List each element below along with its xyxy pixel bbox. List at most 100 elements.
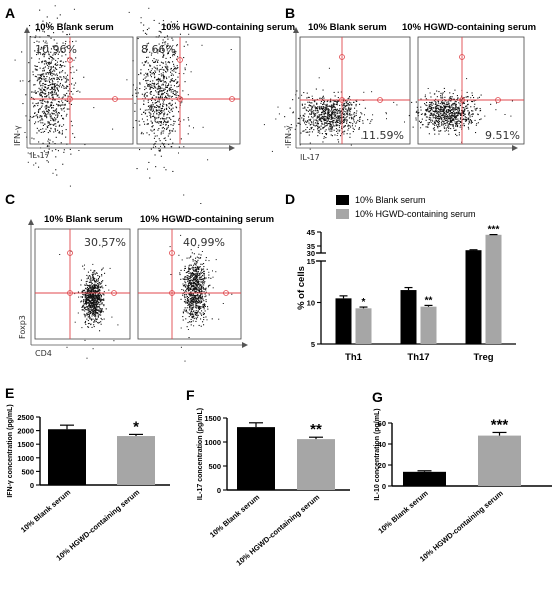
x-category-f-blank: 10% Blank serum [208, 492, 262, 539]
panel-label-a: A [5, 5, 15, 21]
percent-b2: 9.51% [485, 129, 520, 142]
gate-handle-a2-right [229, 96, 235, 102]
bar-treg-blank [465, 250, 482, 344]
gate-handle-a1-top [67, 57, 73, 63]
x-axis-label-b: IL-17 [300, 153, 320, 162]
y-axis-title-f: IL-17 concentration (pg/mL) [197, 408, 204, 500]
panel-label-e: E [5, 385, 14, 401]
y-tick-label-d: 30 [307, 249, 315, 258]
bar-e-hgwd [117, 436, 155, 485]
percent-c1: 30.57% [84, 236, 126, 249]
bar-g-blank [403, 471, 446, 486]
flow-plot-b2: 9.51% [385, 36, 525, 145]
gate-handle-c1-top [67, 250, 73, 256]
significance-e: * [133, 418, 139, 435]
legend-swatch-blank [336, 195, 349, 205]
percent-a1: 10.96% [35, 43, 77, 56]
y-tick-label-f: 1000 [204, 438, 221, 447]
gate-handle-b1-right [377, 97, 383, 103]
flow-plot-a1: 10.96% [14, 5, 134, 187]
y-tick-label-d: 5 [311, 340, 315, 349]
dot-cloud-a2 [126, 7, 232, 204]
y-axis-label-b: IFN-γ [284, 125, 293, 146]
significance-g: *** [491, 416, 509, 433]
panel-label-d: D [285, 191, 295, 207]
legend-swatch-hgwd [336, 209, 349, 219]
y-axis-title-d: % of cells [296, 266, 307, 310]
gate-handle-b2-right [495, 97, 501, 103]
bar-th1-blank [335, 298, 352, 344]
x-axis-label-a: IL-17 [30, 151, 50, 160]
gate-handle-a2-top [177, 57, 183, 63]
percent-c2: 40.99% [183, 236, 225, 249]
legend-label-blank: 10% Blank serum [355, 195, 426, 205]
y-tick-label-d: 45 [307, 228, 315, 237]
bar-f-blank [237, 427, 275, 490]
flow-plot-c2: 40.99% [137, 217, 242, 362]
y-tick-label-e: 1500 [17, 440, 34, 449]
gate-handle-a2-center [177, 96, 183, 102]
gate-handle-c2-top [169, 250, 175, 256]
y-axis-title-e: IFN-γ concentration (pg/mL) [7, 404, 14, 497]
panel-label-f: F [186, 387, 195, 403]
y-tick-label-g: 40 [378, 440, 386, 449]
y-tick-label-f: 500 [208, 462, 221, 471]
y-tick-label-e: 0 [30, 481, 34, 490]
flow-plot-a2: 8.66% [126, 7, 241, 204]
significance-treg: *** [488, 225, 500, 236]
panel-label-g: G [372, 389, 383, 405]
bar-treg-hgwd [485, 234, 502, 344]
gate-handle-c2-center [169, 290, 175, 296]
gate-handle-c1-right [111, 290, 117, 296]
y-tick-label-e: 500 [21, 467, 34, 476]
x-category-th17: Th17 [407, 352, 429, 363]
y-axis-title-g: IL-10 concentration (pg/mL) [374, 408, 381, 500]
legend-d: 10% Blank serum 10% HGWD-containing seru… [336, 195, 476, 219]
significance-f: ** [310, 421, 322, 438]
bar-e-blank [48, 429, 86, 485]
dot-cloud-b2 [385, 78, 513, 143]
flow-plot-b1: 11.59% [263, 36, 411, 159]
percent-a2: 8.66% [141, 43, 176, 56]
panel-b-title-blank: 10% Blank serum [308, 22, 387, 33]
panel-a-title-blank: 10% Blank serum [35, 22, 114, 33]
gate-handle-b1-center [339, 97, 345, 103]
gate-handle-b2-top [459, 54, 465, 60]
y-tick-label-g: 20 [378, 461, 386, 470]
y-tick-label-f: 0 [217, 486, 221, 495]
panel-b-title-hgwd: 10% HGWD-containing serum [402, 22, 536, 33]
x-category-e-blank: 10% Blank serum [19, 487, 73, 534]
percent-b1: 11.59% [362, 129, 404, 142]
y-axis-label-a: IFN-γ [13, 125, 22, 146]
panel-label-b: B [285, 5, 295, 21]
x-category-th1: Th1 [345, 352, 363, 363]
gate-handle-a1-center [67, 96, 73, 102]
x-category-treg: Treg [473, 352, 493, 363]
y-tick-label-e: 2500 [17, 413, 34, 422]
gate-handle-a1-right [112, 96, 118, 102]
y-tick-label-d: 15 [307, 257, 315, 266]
significance-th1: * [362, 297, 366, 308]
panel-c-title-hgwd: 10% HGWD-containing serum [140, 214, 274, 225]
gate-handle-b2-center [459, 97, 465, 103]
y-tick-label-g: 0 [382, 482, 386, 491]
panel-a-title-hgwd: 10% HGWD-containing serum [161, 22, 295, 33]
gate-handle-c2-right [223, 290, 229, 296]
y-tick-label-g: 60 [378, 419, 386, 428]
bar-th17-hgwd [420, 306, 437, 344]
bar-th1-hgwd [355, 308, 372, 344]
x-category-e-hgwd: 10% HGWD-containing serum [54, 487, 141, 562]
gate-handle-c1-center [67, 290, 73, 296]
bar-g-hgwd [478, 435, 521, 486]
significance-th17: ** [425, 295, 433, 306]
gate-handle-b1-top [339, 54, 345, 60]
y-tick-label-d: 35 [307, 242, 315, 251]
legend-label-hgwd: 10% HGWD-containing serum [355, 209, 476, 219]
y-tick-label-f: 1500 [204, 414, 221, 423]
x-category-g-blank: 10% Blank serum [376, 488, 430, 535]
